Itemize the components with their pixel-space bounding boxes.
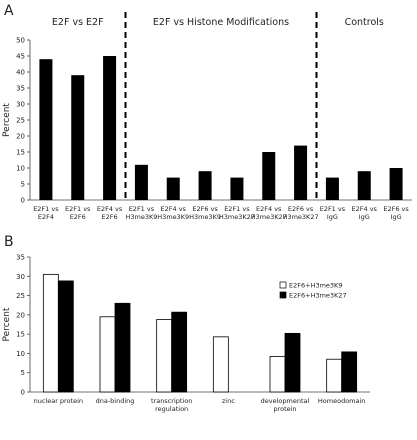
a-bar	[103, 56, 117, 200]
b-x-tick-label: dna-binding	[96, 397, 135, 405]
b-y-tick-label: 5	[21, 369, 25, 377]
b-bar-series-2	[284, 332, 301, 393]
chart-b: 0 5 10 15 20 25 30 35 nuclear protein dna-binding…	[2, 254, 370, 413]
a-y-tick-label: 40	[16, 69, 25, 77]
a-y-tick-label: 20	[16, 133, 25, 141]
b-x-tick-label: zinc	[222, 397, 235, 405]
a-bar	[198, 171, 212, 200]
a-y-tick-label: 35	[16, 85, 25, 93]
a-y-tick-label: 50	[16, 37, 25, 45]
a-bar	[134, 164, 148, 200]
a-bar	[389, 168, 403, 200]
b-x-tick-label: Homeodomain	[318, 397, 366, 405]
b-x-tick-label: transcription regulation	[151, 397, 192, 413]
a-group-label: E2F vs E2F	[52, 17, 104, 28]
chart-a: 0 5 10 15 20 25 30 35 40 45 50 E2F1 vs E2F4 E2F1 vs E2…	[2, 12, 412, 221]
b-y-tick-label: 20	[16, 311, 25, 319]
b-y-tick-label: 15	[16, 331, 25, 339]
a-y-tick-label: 25	[16, 117, 25, 125]
b-legend-label: E2F6+H3me3K27	[289, 292, 347, 300]
a-y-tick-label: 10	[16, 165, 25, 173]
b-bar-series-2	[171, 311, 188, 393]
a-x-tick-label: E2F1 vs E2F6	[65, 205, 91, 221]
b-bar-series-1	[156, 319, 173, 393]
b-bar-series-1	[269, 356, 286, 393]
a-x-tick-label: E2F1 vs H3me3K9	[125, 205, 157, 221]
a-x-tick-label: E2F4 vs E2F6	[97, 205, 123, 221]
b-y-axis-title: Percent	[2, 307, 12, 341]
panel-b-label: B	[4, 234, 14, 250]
a-bar	[71, 75, 85, 200]
a-y-tick-label: 0	[21, 197, 25, 205]
a-x-tick-label: E2F6 vs IgG	[383, 205, 409, 221]
b-y-tick-label: 25	[16, 292, 25, 300]
a-x-tick-label: E2F1 vs IgG	[320, 205, 346, 221]
b-y-tick-label: 30	[16, 273, 25, 281]
a-bar	[166, 177, 180, 200]
b-bar-series-1	[99, 316, 116, 393]
b-bar-series-2	[57, 280, 74, 393]
a-bar	[39, 59, 53, 201]
a-y-tick-label: 5	[21, 181, 25, 189]
b-bar-series-2	[114, 302, 131, 393]
a-y-tick-label: 45	[16, 53, 25, 61]
a-bar	[325, 177, 339, 200]
b-legend-label: E2F6+H3me3K9	[289, 282, 342, 290]
b-bar-series-1	[326, 358, 343, 393]
b-y-tick-label: 35	[16, 254, 25, 262]
a-bar	[262, 152, 276, 200]
a-x-tick-label: E2F4 vs H3me3K27	[251, 205, 287, 221]
b-x-tick-label: nuclear protein	[34, 397, 83, 405]
a-y-tick-label: 30	[16, 101, 25, 109]
panel-a-label: A	[4, 3, 14, 19]
a-x-tick-label: E2F6 vs H3me3K9	[189, 205, 221, 221]
b-x-tick-label: developmental protein	[261, 397, 310, 413]
a-x-tick-label: E2F1 vs H3me3K27	[219, 205, 255, 221]
a-bar	[357, 171, 371, 200]
b-bar-series-2	[341, 351, 358, 393]
a-x-tick-label: E2F4 vs IgG	[352, 205, 378, 221]
b-y-tick-label: 10	[16, 350, 25, 358]
a-x-tick-label: E2F6 vs H3me3K27	[283, 205, 319, 221]
b-legend-swatch	[279, 281, 287, 289]
a-y-axis-title: Percent	[2, 103, 12, 137]
b-bar-series-1	[212, 336, 229, 393]
a-x-tick-label: E2F4 vs H3me3K9	[157, 205, 189, 221]
a-x-tick-label: E2F1 vs E2F4	[33, 205, 59, 221]
a-group-label: E2F vs Histone Modifications	[153, 17, 289, 28]
b-bar-series-1	[42, 273, 59, 393]
a-y-tick-label: 15	[16, 149, 25, 157]
a-bar	[230, 177, 244, 200]
a-group-label: Controls	[345, 17, 384, 28]
b-legend-swatch	[279, 291, 287, 299]
b-y-tick-label: 0	[21, 389, 25, 397]
a-bar	[294, 145, 308, 200]
